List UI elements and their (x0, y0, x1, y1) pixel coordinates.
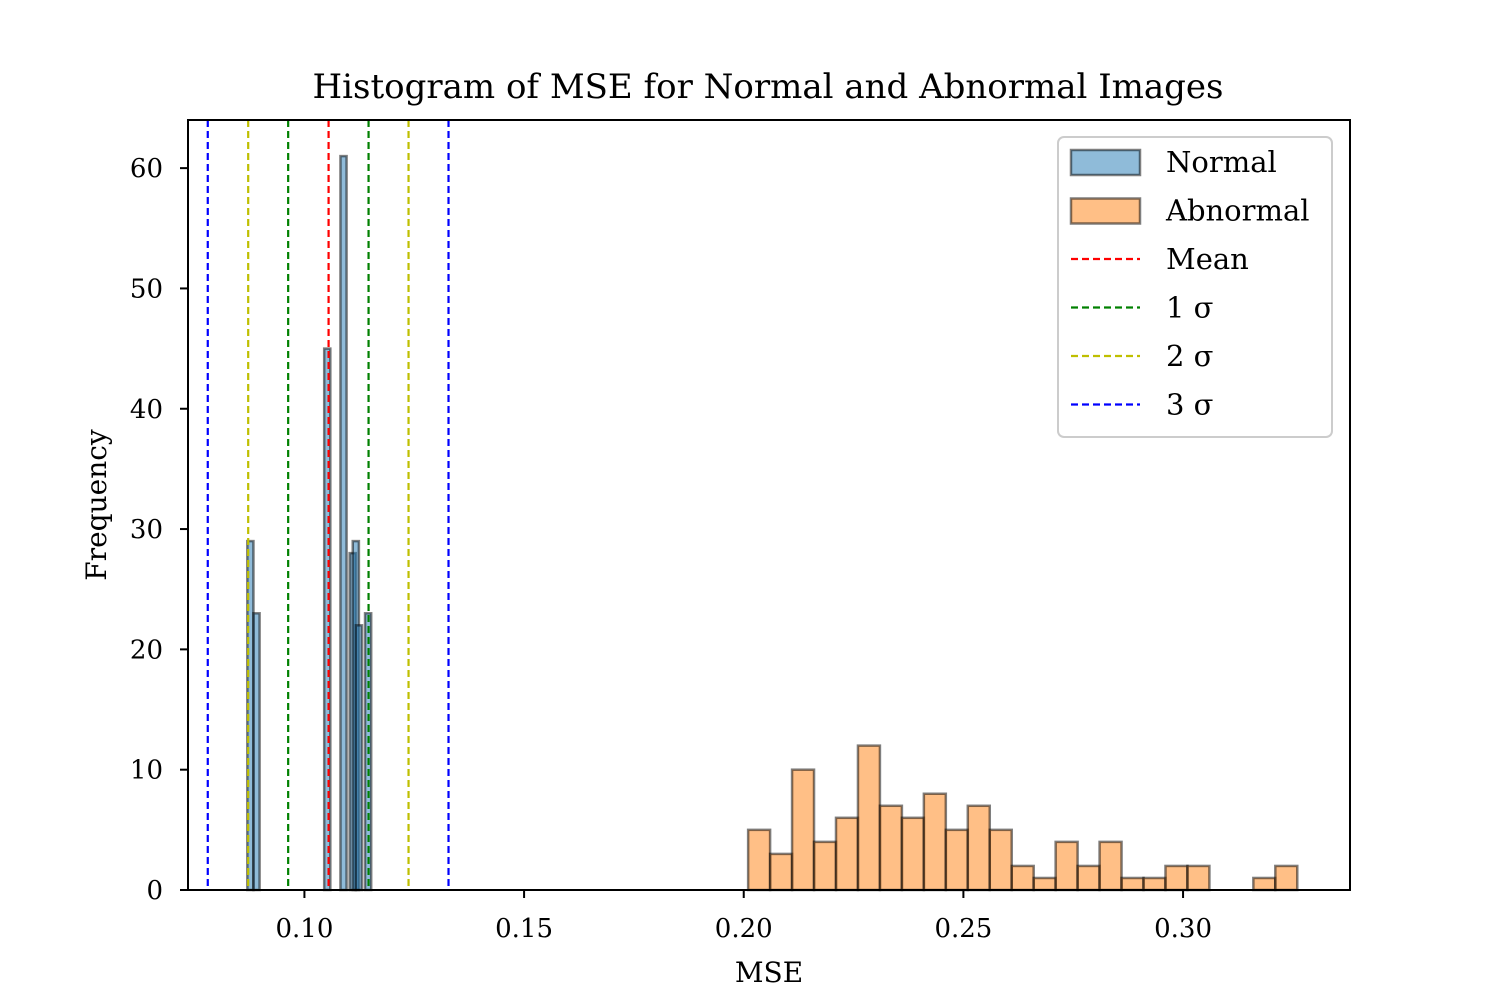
legend-swatch-normal (1071, 150, 1140, 175)
normal-bar (340, 156, 346, 890)
x-tick-label: 0.20 (715, 914, 773, 944)
y-tick-label: 40 (130, 395, 163, 425)
abnormal-bar (1253, 878, 1275, 890)
abnormal-bar (770, 854, 792, 890)
abnormal-bar (1012, 866, 1034, 890)
abnormal-bar (836, 818, 858, 890)
abnormal-bar (1144, 878, 1166, 890)
legend: Normal Abnormal Mean 1 σ 2 σ 3 σ (1058, 137, 1332, 437)
abnormal-bar (814, 842, 836, 890)
abnormal-bar (924, 794, 946, 890)
y-tick-label: 20 (130, 635, 163, 665)
y-tick-label: 50 (130, 274, 163, 304)
legend-label: Normal (1166, 145, 1277, 179)
legend-swatch-abnormal (1071, 199, 1140, 224)
y-tick-label: 10 (130, 756, 163, 786)
chart-title: Histogram of MSE for Normal and Abnormal… (313, 67, 1224, 107)
x-tick-label: 0.30 (1154, 914, 1212, 944)
legend-label: Abnormal (1165, 194, 1310, 228)
x-tick-label: 0.25 (934, 914, 992, 944)
abnormal-bar (748, 830, 770, 890)
y-axis-label: Frequency (80, 429, 113, 581)
abnormal-bar (792, 770, 814, 890)
abnormal-bar (858, 746, 880, 890)
abnormal-bar (1122, 878, 1144, 890)
abnormal-bar (1056, 842, 1078, 890)
y-tick-label: 0 (146, 876, 163, 906)
abnormal-bar (1165, 866, 1187, 890)
abnormal-bar (1187, 866, 1209, 890)
legend-label: 2 σ (1166, 339, 1213, 373)
sigma-lines-layer (208, 120, 449, 890)
axis-ticks-layer: 0.10 0.15 0.20 0.25 0.30 0 10 20 30 40 50 60 (130, 154, 1212, 944)
abnormal-bar (1275, 866, 1297, 890)
abnormal-bar (990, 830, 1012, 890)
x-axis-label: MSE (735, 956, 803, 989)
y-tick-label: 30 (130, 515, 163, 545)
abnormal-bar (902, 818, 924, 890)
abnormal-bar (968, 806, 990, 890)
abnormal-bar (1078, 866, 1100, 890)
normal-bar (356, 625, 362, 890)
x-tick-label: 0.15 (495, 914, 553, 944)
legend-label: Mean (1166, 242, 1249, 276)
normal-bar (253, 613, 259, 890)
abnormal-bar (946, 830, 968, 890)
abnormal-bar (880, 806, 902, 890)
legend-label: 1 σ (1166, 291, 1213, 325)
legend-label: 3 σ (1166, 388, 1213, 422)
abnormal-bar (1034, 878, 1056, 890)
x-tick-label: 0.10 (275, 914, 333, 944)
abnormal-bar (1100, 842, 1122, 890)
y-tick-label: 60 (130, 154, 163, 184)
